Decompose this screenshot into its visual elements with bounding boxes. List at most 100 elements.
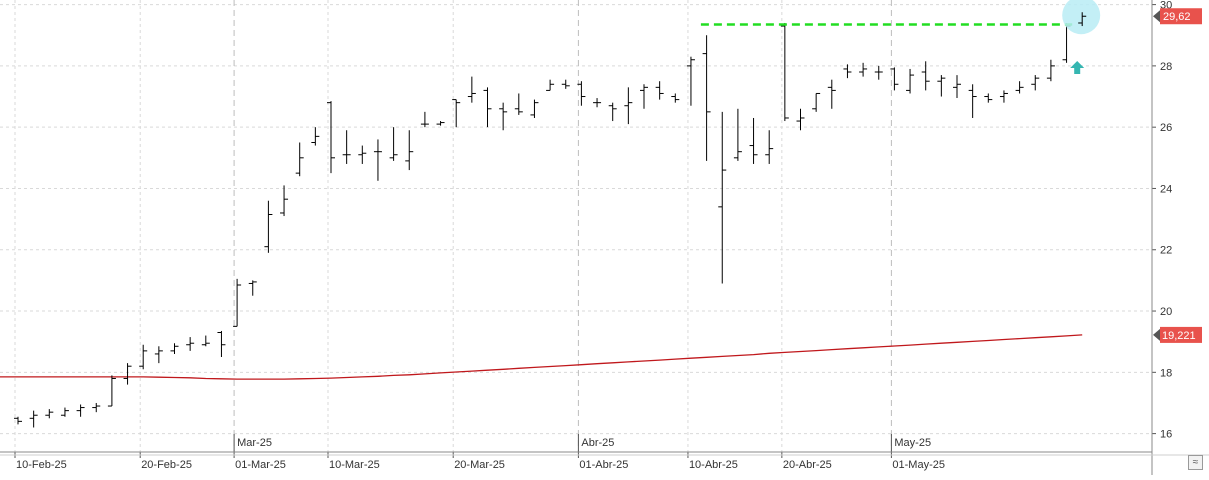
ohlc-bar[interactable] — [655, 81, 664, 100]
ohlc-bar[interactable] — [420, 111, 429, 128]
ohlc-bar[interactable] — [812, 92, 821, 112]
ohlc-bar[interactable] — [765, 130, 774, 164]
ohlc-bar[interactable] — [827, 79, 836, 109]
ohlc-bar[interactable] — [718, 111, 727, 284]
ohlc-bar[interactable] — [483, 87, 492, 128]
ohlc-bar[interactable] — [514, 93, 523, 115]
ohlc-bar[interactable] — [76, 404, 85, 417]
ohlc-bar[interactable] — [640, 84, 648, 109]
ohlc-bar[interactable] — [467, 76, 476, 103]
ohlc-bar[interactable] — [154, 346, 163, 364]
ohlc-bar[interactable] — [436, 121, 445, 126]
ohlc-bar[interactable] — [389, 127, 398, 161]
ohlc-bar[interactable] — [953, 75, 961, 99]
ohlc-bar[interactable] — [780, 22, 789, 122]
ohlc-bar[interactable] — [327, 101, 335, 174]
ohlc-bar[interactable] — [1015, 81, 1024, 94]
moving-average-line — [0, 334, 1083, 380]
ohlc-bar[interactable] — [60, 407, 69, 417]
ohlc-bar[interactable] — [280, 185, 289, 217]
ohlc-bar[interactable] — [859, 62, 868, 77]
ohlc-bar[interactable] — [342, 130, 351, 164]
ohlc-bar[interactable] — [14, 416, 22, 425]
ohlc-bar[interactable] — [702, 35, 711, 161]
breakout-highlight-circle — [1062, 0, 1101, 35]
last-price-tag — [1160, 8, 1202, 25]
y-tick-label: 16 — [1160, 429, 1172, 441]
x-tick-label: 01-May-25 — [892, 459, 945, 471]
ohlc-bar[interactable] — [530, 99, 539, 118]
ohlc-bar[interactable] — [92, 402, 101, 413]
ohlc-bar[interactable] — [248, 280, 257, 296]
moving-average-layer — [0, 334, 1083, 380]
y-tick-label: 20 — [1160, 306, 1172, 318]
ohlc-bar[interactable] — [107, 375, 116, 407]
ohlc-bar[interactable] — [937, 75, 946, 97]
y-tick-label: 22 — [1160, 245, 1172, 257]
x-tick-label: 20-Feb-25 — [141, 459, 192, 471]
ohlc-bar[interactable] — [217, 330, 226, 358]
ohlc-bar[interactable] — [686, 56, 695, 106]
month-label: Abr-25 — [581, 437, 614, 449]
grid-layer — [0, 0, 1151, 452]
ohlc-bar[interactable] — [733, 108, 742, 161]
ohlc-bar[interactable] — [201, 335, 210, 347]
y-tick-label: 28 — [1160, 61, 1172, 73]
ohlc-bar[interactable] — [45, 409, 54, 419]
ohlc-bar[interactable] — [796, 108, 805, 131]
chart-scroll-button[interactable]: ≈ — [1188, 455, 1203, 470]
ohlc-bar[interactable] — [295, 142, 304, 177]
x-tick-label: 20-Abr-25 — [783, 459, 832, 471]
ohlc-bar[interactable] — [577, 81, 586, 106]
month-label: Mar-25 — [237, 437, 272, 449]
ohlc-bar[interactable] — [1031, 75, 1040, 91]
ohlc-bar[interactable] — [968, 84, 977, 118]
ohlc-bar[interactable] — [186, 337, 195, 351]
x-tick-label: 10-Mar-25 — [329, 459, 380, 471]
x-tick-label: 10-Abr-25 — [689, 459, 738, 471]
ohlc-bar[interactable] — [608, 102, 617, 122]
ohlc-bar[interactable] — [452, 99, 461, 128]
ohlc-bar[interactable] — [921, 61, 930, 91]
ohlc-bar[interactable] — [843, 64, 852, 79]
buy-signal-arrow-icon — [1070, 61, 1085, 74]
ohlc-bar[interactable] — [593, 98, 602, 108]
ohlc-bar[interactable] — [546, 79, 555, 91]
y-tick-label: 26 — [1160, 122, 1172, 134]
ohlc-bar[interactable] — [624, 87, 633, 125]
ohlc-bar[interactable] — [170, 343, 179, 354]
x-tick-label: 20-Mar-25 — [454, 459, 505, 471]
ma-value-tag — [1160, 326, 1202, 343]
ohlc-bar[interactable] — [123, 363, 132, 385]
ohlc-bar[interactable] — [373, 139, 382, 181]
last-price-label: 29,62 — [1163, 11, 1191, 23]
ohlc-bar[interactable] — [233, 278, 242, 327]
ohlc-bar[interactable] — [999, 90, 1008, 103]
y-tick-label: 18 — [1160, 367, 1172, 379]
ohlc-bar[interactable] — [1046, 59, 1055, 82]
month-label: May-25 — [894, 437, 931, 449]
y-tick-label: 30 — [1160, 0, 1172, 12]
last-price-pointer-icon — [1153, 10, 1160, 23]
ohlc-bar[interactable] — [671, 93, 680, 103]
ohlc-bar[interactable] — [890, 67, 899, 91]
ohlc-bar[interactable] — [749, 117, 758, 164]
x-tick-label: 10-Feb-25 — [16, 459, 67, 471]
ohlc-bars-layer — [14, 12, 1087, 428]
ma-value-label: 19,221 — [1162, 330, 1196, 342]
ohlc-bar[interactable] — [405, 130, 414, 171]
ohlc-bar[interactable] — [358, 145, 367, 164]
ohlc-bar[interactable] — [264, 200, 273, 253]
ohlc-bar[interactable] — [874, 65, 883, 80]
ohlc-bar[interactable] — [311, 127, 320, 146]
ohlc-bar[interactable] — [561, 79, 570, 89]
ohlc-bar[interactable] — [139, 344, 148, 370]
ohlc-bar[interactable] — [29, 410, 38, 428]
ohlc-bar[interactable] — [499, 102, 508, 131]
ohlc-bar[interactable] — [984, 93, 993, 103]
ohlc-bar[interactable] — [906, 68, 915, 94]
ma-value-pointer-icon — [1153, 328, 1160, 341]
